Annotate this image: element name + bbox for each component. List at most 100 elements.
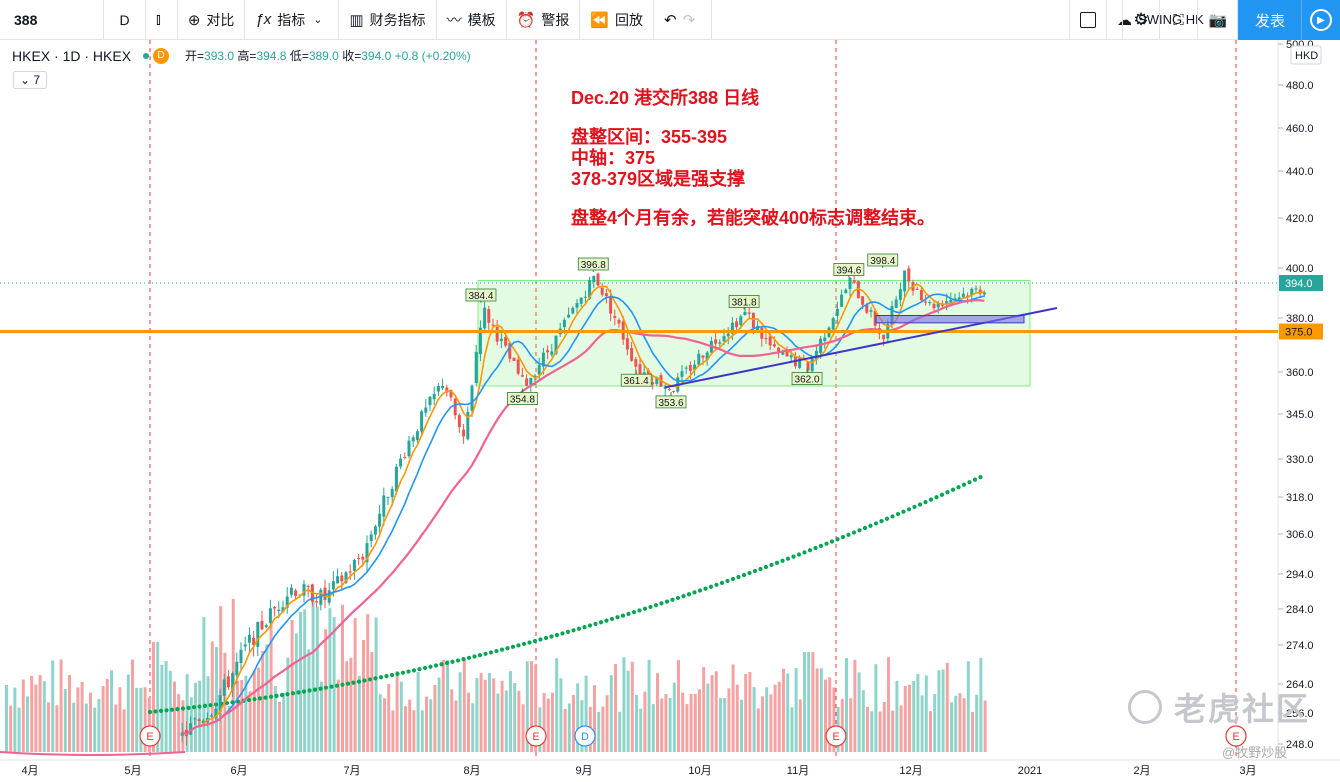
price-tick-label: 360.0 <box>1286 367 1314 379</box>
volume-bar <box>383 698 386 752</box>
volume-bar <box>152 642 155 752</box>
indicator-count-toggle[interactable]: ⌄ 7 <box>13 71 48 89</box>
candle-body <box>529 377 533 385</box>
ma-long-point <box>532 638 538 644</box>
price-chart[interactable]: 500.0480.0460.0440.0420.0400.0380.0360.0… <box>0 40 1340 782</box>
candle-body <box>655 377 659 384</box>
pivot-badge <box>833 263 865 276</box>
candle-body <box>541 352 545 367</box>
volume-bar <box>672 682 676 752</box>
volume-bar <box>131 659 134 752</box>
ma-long-point <box>796 552 802 557</box>
watermark-text: 老虎社区 <box>1174 691 1311 727</box>
compare-button[interactable]: ⊕ 对比 <box>178 0 246 40</box>
candle-body <box>575 303 579 308</box>
chart-type-button[interactable]: ⫾ <box>146 0 178 40</box>
financials-label: 财务指标 <box>369 11 426 28</box>
volume-bar <box>219 606 223 752</box>
legend-title[interactable]: HKEX · 1D · HKEX <box>12 47 132 64</box>
layout-toggle-button[interactable] <box>1069 0 1108 40</box>
ma-slow-line <box>181 299 985 736</box>
volume-bar <box>160 664 164 752</box>
ma-long-point <box>499 647 505 652</box>
volume-bar <box>698 689 701 752</box>
volume-bar <box>126 674 130 752</box>
candle-body <box>533 375 537 377</box>
redo-icon[interactable]: ↷ <box>682 11 696 29</box>
layout-name-button[interactable]: ☁ SWING HK ⌄ <box>1107 0 1238 40</box>
financials-button[interactable]: ▥ 财务指标 <box>339 0 437 40</box>
volume-bar <box>387 683 391 752</box>
camera-icon: 📷 <box>1208 12 1228 29</box>
candle-body <box>894 299 898 308</box>
volume-bar <box>576 683 580 752</box>
price-tick-label: 306.0 <box>1286 529 1314 541</box>
volume-bar <box>139 687 143 752</box>
ma-long-point <box>422 665 428 671</box>
watermark-author: @牧野炒股 <box>1222 745 1288 760</box>
volume-bar <box>769 694 773 752</box>
volume-bar <box>89 692 92 752</box>
volume-bar <box>257 667 260 752</box>
candle-body <box>499 338 503 342</box>
candle-body <box>882 334 886 340</box>
templates-button[interactable]: 〰模板 <box>437 0 507 40</box>
publish-menu-button[interactable]: ▶ <box>1301 0 1340 40</box>
volume-bar <box>168 670 172 752</box>
candle-body <box>747 312 751 314</box>
candle-body <box>768 336 772 346</box>
alert-button[interactable]: ⏰ 警报 <box>507 0 581 40</box>
time-tick-label: 6月 <box>230 765 247 777</box>
volume-bar <box>895 680 899 752</box>
volume-bar <box>353 618 357 752</box>
volume-bar <box>807 652 811 752</box>
undo-icon[interactable]: ↶ <box>664 11 677 29</box>
volume-bar <box>475 677 479 752</box>
volume-bar <box>786 673 790 752</box>
ma-long-point <box>769 562 774 568</box>
candle-body <box>730 322 734 334</box>
snapshot-button[interactable]: 📷 <box>1198 0 1238 40</box>
volume-bar <box>597 711 601 752</box>
candle-body <box>772 344 776 347</box>
volume-bar <box>727 688 731 752</box>
ma-long-point <box>730 576 736 582</box>
ma-long-point <box>785 556 791 561</box>
indicators-button[interactable]: ƒx 指标 ⌄ <box>245 0 340 40</box>
volume-bar <box>399 681 403 752</box>
candle-body <box>436 386 440 392</box>
currency-badge <box>1290 45 1322 65</box>
ma-long-point <box>840 534 846 540</box>
note-conclusion: 盘整4个月有余，若能突破400标志调整结束。 <box>571 208 936 228</box>
volume-bar <box>794 668 798 752</box>
volume-bar <box>748 671 752 752</box>
ma-long-point <box>400 670 406 675</box>
ma-long-series <box>147 475 983 715</box>
volume-bar <box>349 657 353 752</box>
candle-body <box>394 466 398 492</box>
ma-long-point <box>494 648 499 654</box>
candle-body <box>239 649 243 663</box>
settings-button[interactable]: ⚙ <box>1122 0 1160 40</box>
ohlc-values: 开=393.0 高=394.8 低=389.0 收=394.0 +0.8 (+0… <box>185 49 471 63</box>
volume-bar <box>605 695 609 752</box>
publish-button[interactable]: 发表 <box>1238 0 1302 40</box>
ma-long-point <box>961 482 967 487</box>
candle-body <box>982 292 986 295</box>
ma-long-point <box>923 499 928 505</box>
timeframe-button[interactable]: D <box>104 0 146 40</box>
ma-long-point <box>681 594 686 599</box>
volume-bar <box>366 614 370 752</box>
candle-body <box>344 572 348 583</box>
candle-body <box>336 576 340 584</box>
volume-bar <box>68 675 71 752</box>
volume-bar <box>30 675 34 752</box>
fullscreen-button[interactable]: ⛶ <box>1160 0 1198 40</box>
time-tick-label: 2021 <box>1018 765 1042 777</box>
candle-body <box>974 288 978 290</box>
symbol-search[interactable]: 388 <box>0 0 104 40</box>
pivot-badge <box>465 288 497 302</box>
volume-bar <box>689 693 693 752</box>
ma-long-point <box>664 599 670 604</box>
replay-button[interactable]: ⏪ 回放 <box>580 0 655 40</box>
